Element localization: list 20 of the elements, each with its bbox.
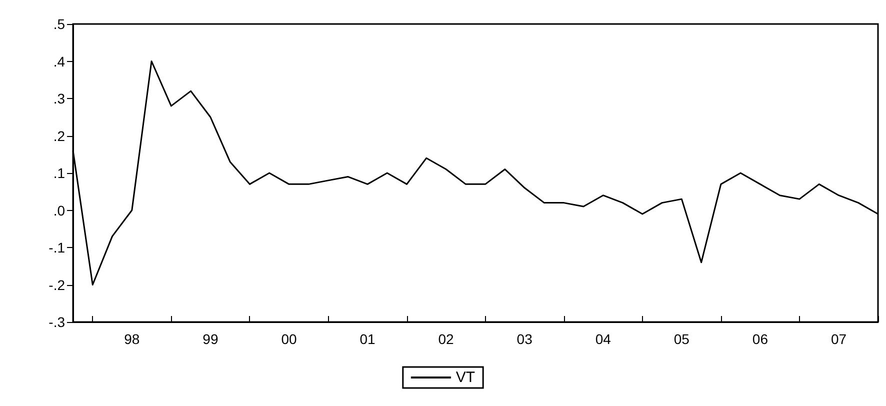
x-tick-label: 04	[595, 331, 612, 347]
x-tick-label: 06	[752, 331, 768, 347]
x-tick-label: 03	[516, 331, 533, 347]
y-tick-label: .0	[53, 202, 66, 218]
y-tick-label: .1	[53, 165, 66, 181]
legend-label: VT	[456, 369, 476, 386]
y-tick-label: .5	[53, 16, 66, 32]
y-tick-label: -.2	[48, 276, 66, 293]
x-tick-label: 07	[830, 331, 847, 347]
x-tick-label: 02	[438, 331, 454, 347]
y-tick-label: .2	[53, 128, 66, 144]
x-tick-label: 05	[674, 331, 690, 347]
x-tick-label: 98	[124, 331, 140, 347]
y-tick-label: .3	[53, 90, 66, 106]
y-tick-label: -.3	[48, 314, 66, 330]
x-tick-label: 99	[202, 331, 218, 347]
x-tick-label: 00	[281, 331, 297, 347]
y-tick-label: -.1	[48, 240, 66, 256]
x-tick-label: 01	[360, 331, 376, 347]
y-tick-label: .4	[53, 53, 66, 70]
